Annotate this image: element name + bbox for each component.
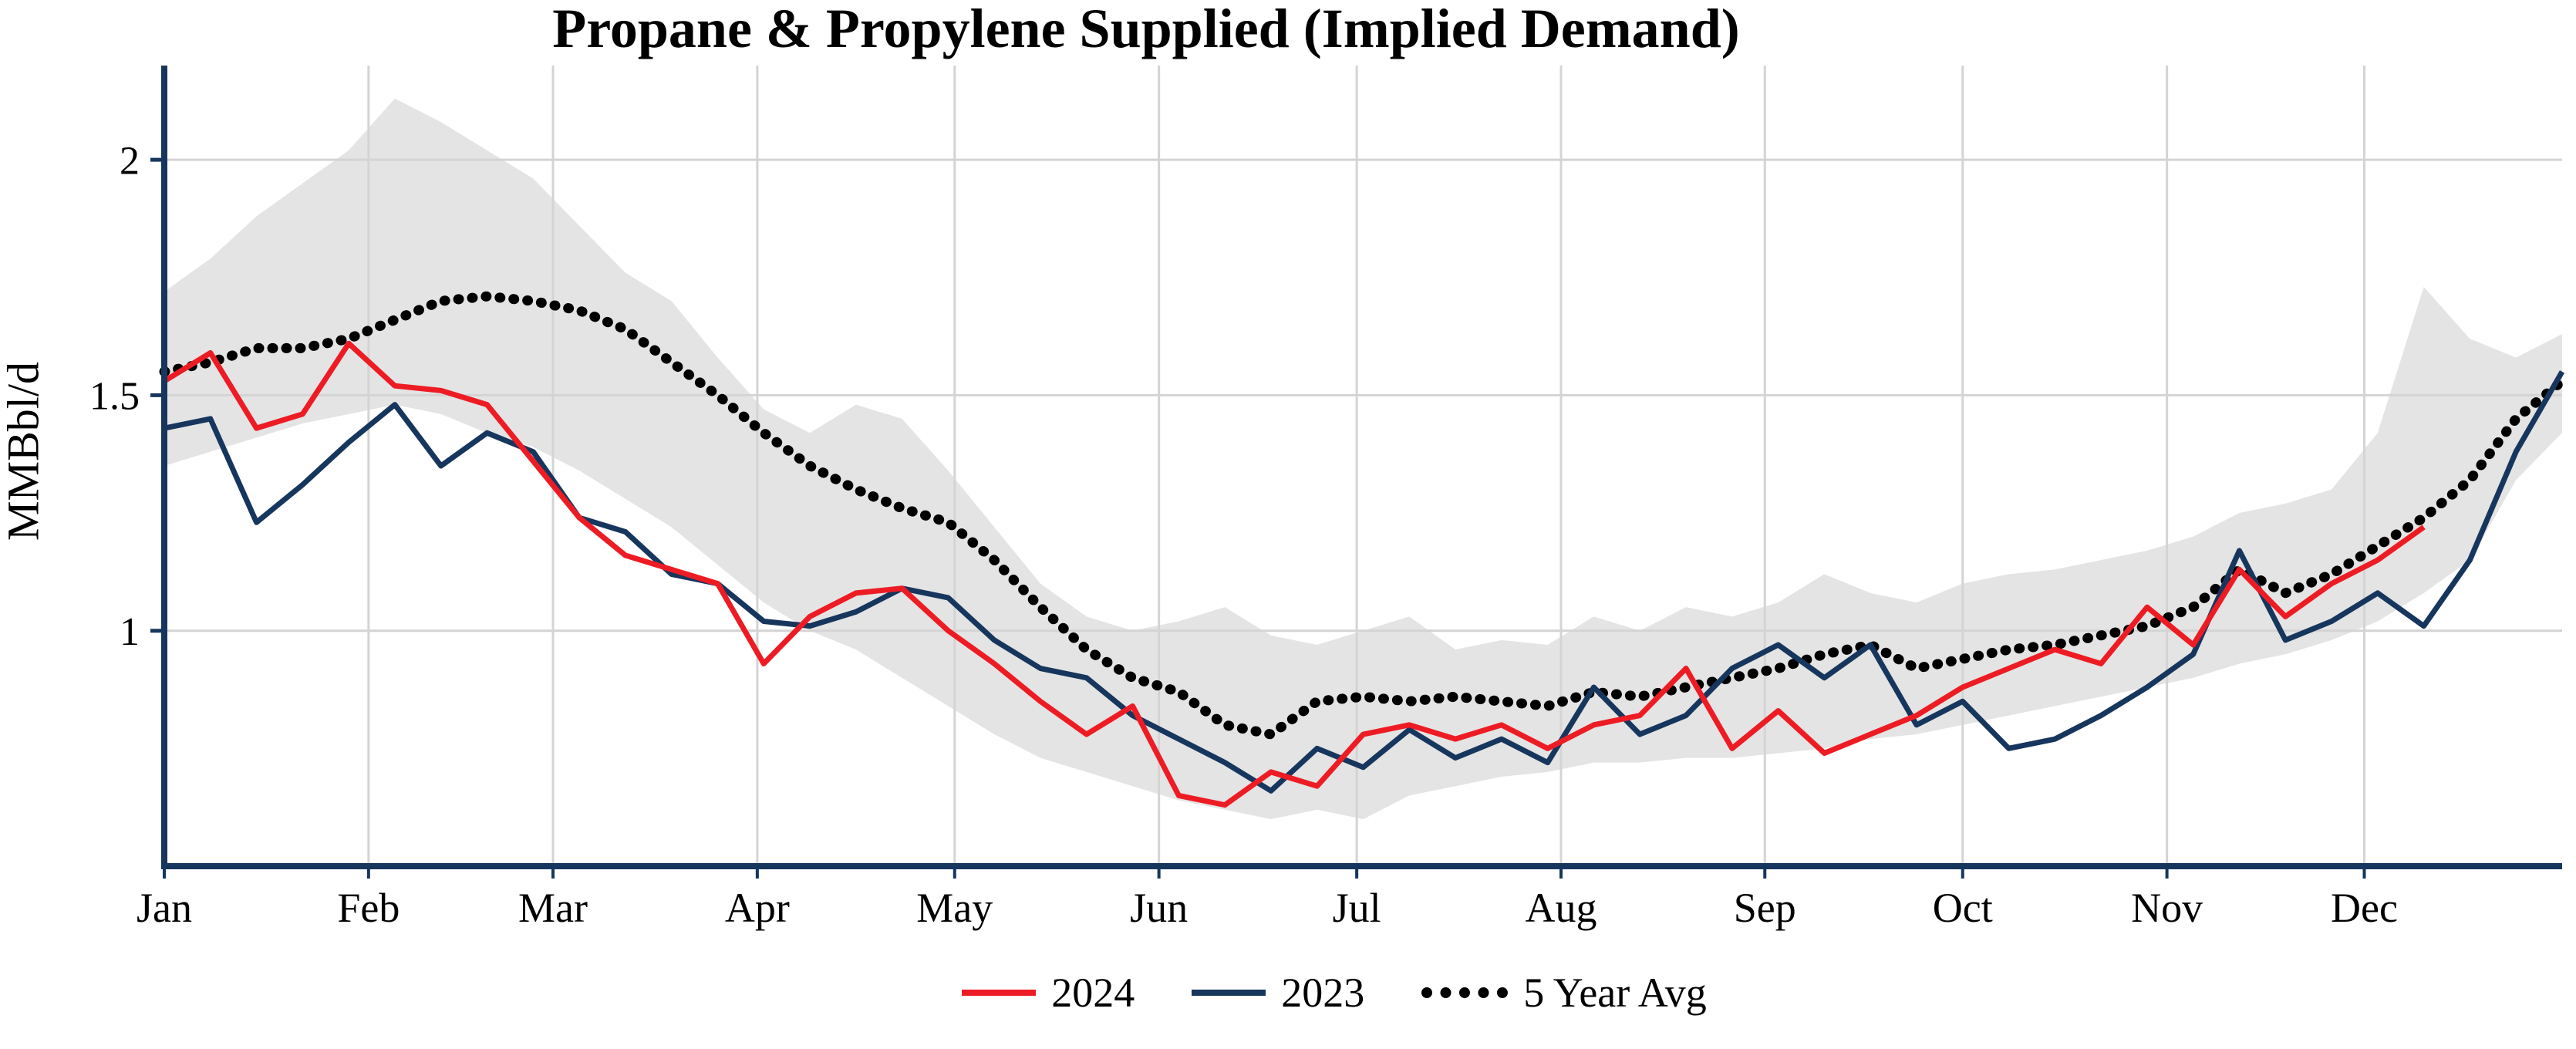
legend-item-2024: 2024 [962,969,1135,1017]
legend-marker-2023 [1192,990,1266,996]
legend: 2024 2023 5 Year Avg [0,969,2576,1017]
legend-label-2023: 2023 [1281,970,1365,1016]
legend-label-5-year-avg: 5 Year Avg [1523,970,1707,1016]
x-tick-label: Jan [137,885,192,931]
x-tick-label: Apr [725,885,790,931]
x-tick-label: Feb [337,885,400,931]
x-tick-label: May [916,885,993,931]
x-tick-label: Dec [2331,885,2398,931]
series-line-5-year-avg [159,291,2568,740]
legend-item-5-year-avg: 5 Year Avg [1421,969,1707,1017]
legend-item-2023: 2023 [1192,969,1364,1017]
series-line-2024 [163,340,2426,808]
five-year-range-band [164,98,2562,819]
x-tick-label: Oct [1933,885,1993,931]
x-tick-label: Jul [1333,885,1381,931]
chart-title: Propane & Propylene Supplied (Implied De… [552,0,1740,59]
x-tick-label: Nov [2131,885,2203,931]
x-tick-label: Mar [518,885,588,931]
legend-label-2024: 2024 [1051,970,1135,1016]
legend-marker-5-year-avg [1421,987,1509,998]
x-tick-label: Sep [1734,885,1796,931]
x-tick-label: Jun [1130,885,1188,931]
x-tick-label: Aug [1525,885,1597,931]
y-tick-label: 1 [120,610,140,654]
y-tick-label: 1.5 [89,375,140,419]
legend-marker-2024 [962,990,1037,996]
y-tick-label: 2 [120,139,140,183]
